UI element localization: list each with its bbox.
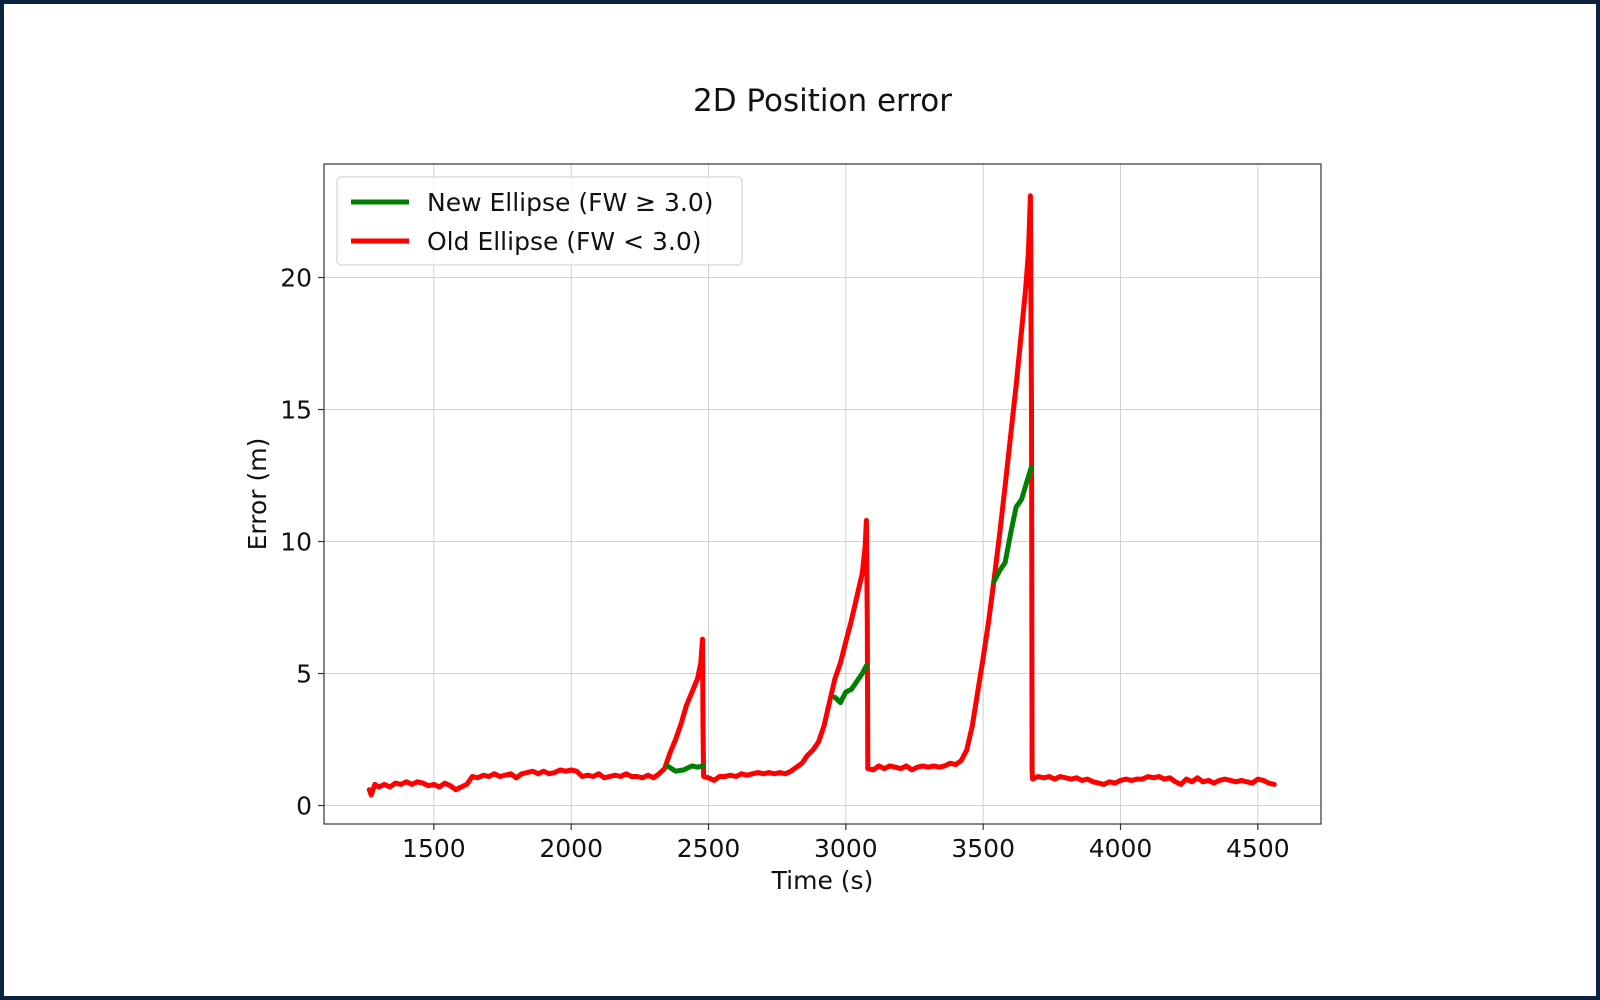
x-tick-label: 1500 — [402, 834, 466, 863]
y-tick-label: 0 — [296, 792, 312, 821]
y-tick-label: 20 — [280, 264, 312, 293]
y-axis-label: Error (m) — [243, 438, 272, 551]
y-axis-ticks: 0 5 10 15 20 — [280, 264, 324, 821]
x-tick-label: 3000 — [814, 834, 878, 863]
x-tick-label: 3500 — [951, 834, 1015, 863]
chart-svg: 1500 2000 2500 3000 3500 4000 4500 0 5 10 15 20 2D… — [243, 83, 1322, 895]
grid — [324, 164, 1321, 824]
x-axis-label: Time (s) — [771, 866, 874, 895]
legend-label-new-ellipse: New Ellipse (FW ≥ 3.0) — [427, 188, 714, 217]
figure-canvas: 1500 2000 2500 3000 3500 4000 4500 0 5 10 15 20 2D… — [4, 4, 1596, 996]
x-axis-ticks: 1500 2000 2500 3000 3500 4000 4500 — [402, 824, 1290, 863]
chart-title: 2D Position error — [693, 83, 952, 119]
series-new-ellipse-line-0 — [664, 763, 706, 774]
x-tick-label: 2000 — [539, 834, 603, 863]
x-tick-label: 4500 — [1226, 834, 1290, 863]
y-tick-label: 5 — [296, 660, 312, 689]
x-tick-label: 4000 — [1089, 834, 1153, 863]
legend-label-old-ellipse: Old Ellipse (FW < 3.0) — [427, 227, 702, 256]
legend-box — [336, 176, 743, 266]
legend: New Ellipse (FW ≥ 3.0) Old Ellipse (FW <… — [336, 176, 743, 266]
plot-frame — [323, 163, 1322, 825]
x-tick-label: 2500 — [677, 834, 741, 863]
y-tick-label: 15 — [280, 396, 312, 425]
series-new-ellipse-line-2 — [991, 465, 1034, 584]
series-lines — [366, 193, 1277, 798]
series-old-ellipse-line-0 — [366, 193, 1277, 798]
y-tick-label: 10 — [280, 528, 312, 557]
series-new-ellipse-line-1 — [832, 663, 869, 706]
